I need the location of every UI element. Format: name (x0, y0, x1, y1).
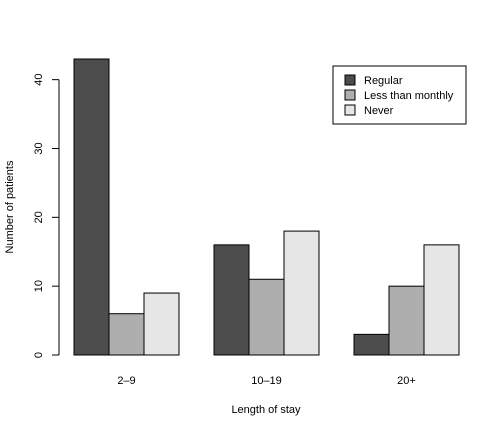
bar-1-1 (248, 278, 285, 356)
legend-swatch-1 (344, 89, 356, 101)
bar-0-2 (143, 292, 180, 356)
bar-1-2 (283, 230, 320, 356)
y-tick-label-3: 30 (33, 142, 45, 154)
x-axis: 2–9 10–19 20+ (117, 375, 416, 387)
x-tick-label-1: 10–19 (251, 375, 282, 387)
bar-1-0 (213, 244, 250, 356)
x-axis-title: Length of stay (231, 404, 301, 416)
bar-0-1 (108, 313, 145, 356)
legend-label-0: Regular (364, 75, 403, 87)
bar-2-1 (388, 285, 425, 356)
y-axis: 0 10 20 30 40 (33, 74, 60, 358)
x-tick-label-2: 20+ (397, 375, 416, 387)
legend-label-1: Less than monthly (364, 90, 454, 102)
y-tick-label-2: 20 (33, 211, 45, 223)
bar-2-2 (423, 244, 460, 356)
y-axis-title: Number of patients (4, 160, 16, 253)
bar-2-0 (353, 333, 390, 356)
legend-swatch-0 (344, 74, 356, 86)
y-tick-label-4: 40 (33, 74, 45, 86)
y-tick-label-1: 10 (33, 280, 45, 292)
x-tick-label-0: 2–9 (117, 375, 135, 387)
legend: Regular Less than monthly Never (332, 65, 467, 125)
bars-group (73, 58, 460, 356)
bar-0-0 (73, 58, 110, 356)
legend-swatch-2 (344, 104, 356, 116)
y-tick-label-0: 0 (33, 352, 45, 358)
legend-label-2: Never (364, 105, 394, 117)
